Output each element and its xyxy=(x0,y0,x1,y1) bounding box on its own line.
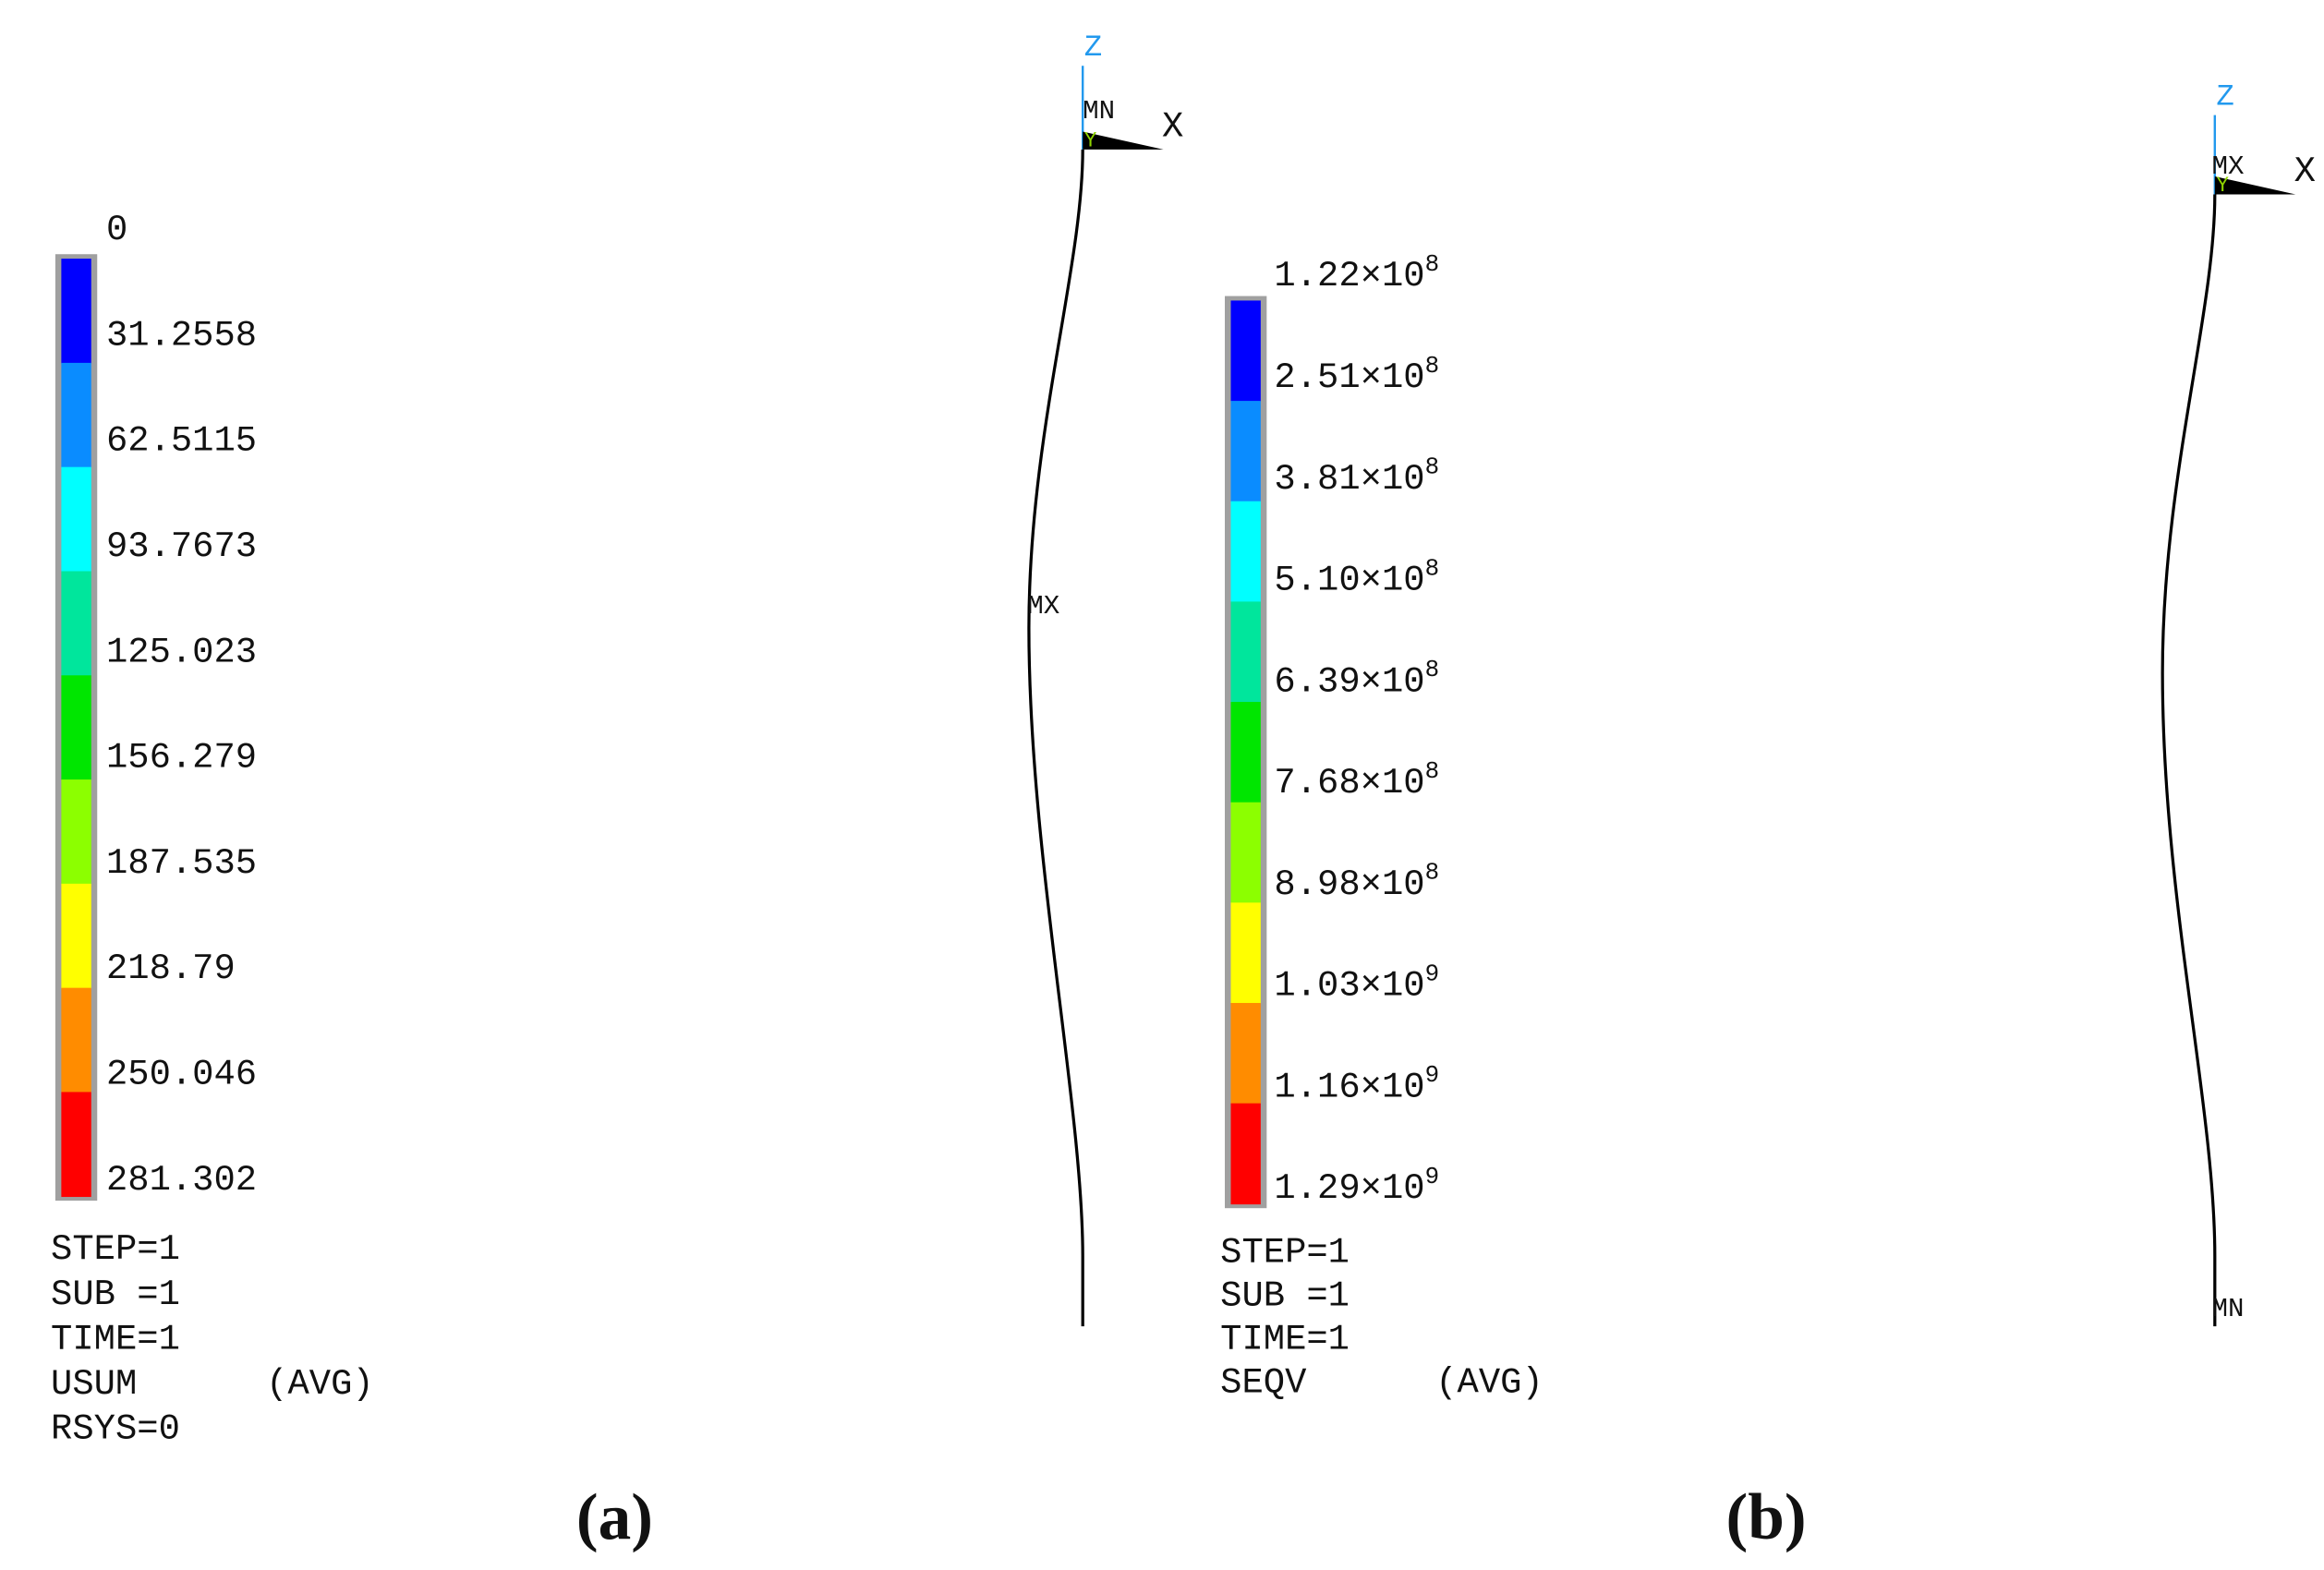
caption: (a) xyxy=(576,1481,653,1553)
legend-label: 1.29×109 xyxy=(1274,1163,1439,1209)
info-line: TIME=1 xyxy=(1220,1319,1350,1359)
info-line: USUM (AVG) xyxy=(51,1364,374,1405)
legend-label: 250.046 xyxy=(106,1054,257,1094)
legend-band xyxy=(1230,601,1261,703)
legend-label: 218.79 xyxy=(106,948,236,989)
legend-band xyxy=(61,779,91,885)
legend-band xyxy=(61,987,91,1093)
marker-label: MX xyxy=(1027,591,1059,622)
legend-label: 125.023 xyxy=(106,632,257,672)
legend-band xyxy=(61,362,91,468)
legend-label: 187.535 xyxy=(106,843,257,884)
legend-mantissa: 1.22×10 xyxy=(1274,256,1424,296)
legend-band xyxy=(61,1092,91,1198)
legend-exponent: 8 xyxy=(1425,352,1440,380)
legend-mantissa: 6.39×10 xyxy=(1274,661,1424,702)
beam xyxy=(2161,194,2217,1327)
caption: (b) xyxy=(1726,1481,1807,1553)
info-line: SEQV (AVG) xyxy=(1220,1362,1543,1403)
legend-label: 6.39×108 xyxy=(1274,656,1439,702)
legend-band xyxy=(1230,501,1261,603)
x-label: X xyxy=(1162,106,1183,147)
legend-label: 2.51×108 xyxy=(1274,352,1439,398)
legend-exponent: 9 xyxy=(1425,1061,1440,1089)
legend-band xyxy=(61,259,91,364)
legend-mantissa: 5.10×10 xyxy=(1274,561,1424,601)
legend-mantissa: 3.81×10 xyxy=(1274,459,1424,500)
info-line: STEP=1 xyxy=(1220,1232,1350,1273)
legend-label: 156.279 xyxy=(106,738,257,779)
legend-band xyxy=(1230,1103,1261,1205)
legend-exponent: 8 xyxy=(1425,656,1440,683)
z-label: Z xyxy=(2216,79,2233,114)
legend-exponent: 8 xyxy=(1425,554,1440,582)
info-line: STEP=1 xyxy=(51,1229,180,1270)
x-label: X xyxy=(2294,151,2316,192)
legend-mantissa: 1.03×10 xyxy=(1274,966,1424,1007)
legend-label: 1.22×108 xyxy=(1274,250,1439,296)
legend-mantissa: 2.51×10 xyxy=(1274,357,1424,398)
legend-mantissa: 1.16×10 xyxy=(1274,1067,1424,1107)
marker-label: MX xyxy=(2212,151,2245,182)
legend-mantissa: 7.68×10 xyxy=(1274,763,1424,803)
legend-exponent: 8 xyxy=(1425,453,1440,481)
legend-band xyxy=(1230,401,1261,502)
legend-label: 7.68×108 xyxy=(1274,757,1439,803)
legend-label: 1.03×109 xyxy=(1274,960,1439,1006)
info-line: SUB =1 xyxy=(51,1274,180,1315)
legend-label: 31.2558 xyxy=(106,315,257,356)
info-line: SUB =1 xyxy=(1220,1275,1350,1316)
legend-band xyxy=(61,571,91,677)
info-line: TIME=1 xyxy=(51,1319,180,1359)
y-label: Y xyxy=(1084,129,1097,153)
legend-band xyxy=(61,466,91,573)
legend-band xyxy=(1230,1003,1261,1105)
legend-band xyxy=(1230,902,1261,1004)
legend-exponent: 9 xyxy=(1425,1163,1440,1190)
panel: 1.22×1082.51×1083.81×1085.10×1086.39×108… xyxy=(1220,79,2316,1553)
legend-label: 1.16×109 xyxy=(1274,1061,1439,1107)
legend-label: 3.81×108 xyxy=(1274,453,1439,500)
legend-exponent: 8 xyxy=(1425,757,1440,785)
legend-band xyxy=(61,675,91,780)
legend-label: 281.302 xyxy=(106,1160,257,1201)
x-axis-triangle xyxy=(1083,131,1164,150)
marker-label: MN xyxy=(1083,96,1115,127)
legend-band xyxy=(1230,702,1261,803)
legend-exponent: 9 xyxy=(1425,960,1440,987)
legend-label: 62.5115 xyxy=(106,421,257,462)
legend-exponent: 8 xyxy=(1425,859,1440,887)
legend-mantissa: 1.29×10 xyxy=(1274,1168,1424,1209)
legend-label: 0 xyxy=(106,210,127,250)
info-line: RSYS=0 xyxy=(51,1409,180,1450)
legend-mantissa: 8.98×10 xyxy=(1274,864,1424,905)
marker-label: MN xyxy=(2212,1294,2245,1324)
z-label: Z xyxy=(1084,30,1102,65)
legend-band xyxy=(1230,802,1261,904)
beam xyxy=(1027,149,1084,1327)
legend-label: 5.10×108 xyxy=(1274,554,1439,600)
legend-band xyxy=(1230,300,1261,402)
panel: 0 31.2558 62.5115 93.7673 125.023 156.279 187.… xyxy=(51,30,1183,1553)
legend-band xyxy=(61,883,91,989)
legend-label: 8.98×108 xyxy=(1274,859,1439,905)
legend-label: 93.7673 xyxy=(106,526,257,567)
y-label: Y xyxy=(2216,174,2229,198)
legend-exponent: 8 xyxy=(1425,250,1440,278)
